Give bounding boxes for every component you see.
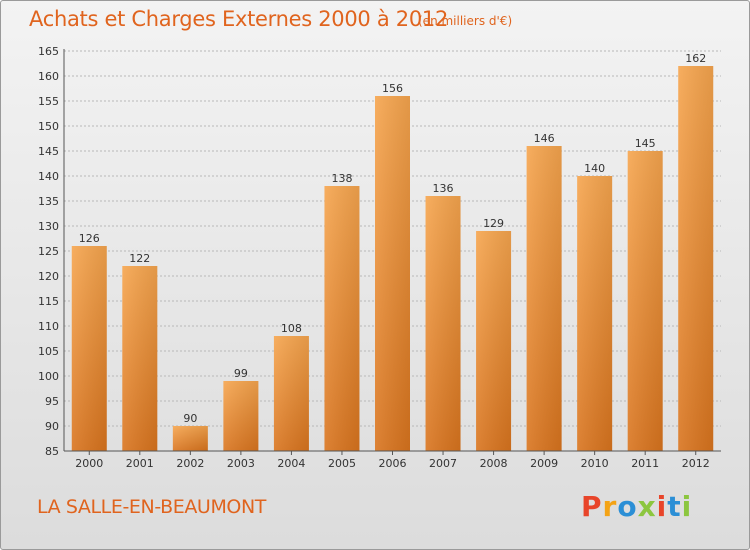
x-tick-label: 2005 [328,457,356,470]
bar-shade [678,66,714,451]
y-tick-label: 120 [38,270,59,283]
logo-letter: i [656,490,668,523]
bar-shade [71,246,107,451]
x-tick-label: 2001 [126,457,154,470]
x-tick-label: 2002 [176,457,204,470]
bar-shade [577,176,613,451]
bar-shade [122,266,158,451]
bar-shade [425,196,461,451]
x-tick-label: 2006 [379,457,407,470]
bar-shade [324,186,360,451]
proxiti-logo[interactable]: Proxiti [581,490,692,523]
data-label: 136 [433,182,454,195]
y-tick-label: 110 [38,320,59,333]
axes [63,49,721,455]
data-label: 138 [331,172,352,185]
y-tick-label: 135 [38,195,59,208]
y-tick-label: 155 [38,95,59,108]
logo-letter: t [667,490,682,523]
commune-name: LA SALLE-EN-BEAUMONT [37,496,267,518]
y-tick-label: 145 [38,145,59,158]
bars [71,66,714,451]
data-label: 156 [382,82,403,95]
x-tick-label: 2010 [581,457,609,470]
logo-letter: r [602,490,618,523]
data-label: 122 [129,252,150,265]
data-label: 90 [183,412,197,425]
data-label: 140 [584,162,605,175]
logo-letter: i [681,490,693,523]
data-label: 146 [534,132,555,145]
bar-shade [223,381,259,451]
y-tick-label: 115 [38,295,59,308]
y-tick-label: 125 [38,245,59,258]
data-label: 108 [281,322,302,335]
y-tick-label: 90 [45,420,59,433]
x-tick-label: 2003 [227,457,255,470]
data-labels: 126 122 90 99 108 138 156 136 129 146 140 145 162 [79,52,706,425]
x-tick-label: 2007 [429,457,457,470]
x-tick-label: 2011 [631,457,659,470]
y-tick-label: 95 [45,395,59,408]
y-tick-label: 150 [38,120,59,133]
x-tick-label: 2009 [530,457,558,470]
y-tick-label: 160 [38,70,59,83]
data-label: 162 [685,52,706,65]
y-tick-labels: 85 90 95 100 105 110 115 120 125 130 135 140 145 150 1… [38,45,59,458]
data-label: 99 [234,367,248,380]
data-label: 145 [635,137,656,150]
bar-shade [627,151,663,451]
x-tick-label: 2000 [75,457,103,470]
y-tick-label: 85 [45,445,59,458]
logo-letter: P [581,490,603,523]
y-tick-label: 100 [38,370,59,383]
logo-letter: x [637,490,657,523]
x-tick-label: 2012 [682,457,710,470]
bar-shade [476,231,512,451]
data-label: 126 [79,232,100,245]
logo-letter: o [617,490,638,523]
x-tick-label: 2004 [277,457,305,470]
chart-subtitle: (en milliers d'€) [418,14,513,28]
y-tick-label: 165 [38,45,59,58]
y-tick-label: 130 [38,220,59,233]
bar-shade [273,336,309,451]
x-tick-labels: 2000 2001 2002 2003 2004 2005 2006 2007 2008 2009… [75,457,709,470]
chart-title: Achats et Charges Externes 2000 à 2012 [29,7,449,31]
y-tick-label: 140 [38,170,59,183]
x-tick-label: 2008 [480,457,508,470]
bar-shade [375,96,410,451]
data-label: 129 [483,217,504,230]
bar-shade [172,426,208,451]
y-tick-label: 105 [38,345,59,358]
bar-shade [526,146,562,451]
